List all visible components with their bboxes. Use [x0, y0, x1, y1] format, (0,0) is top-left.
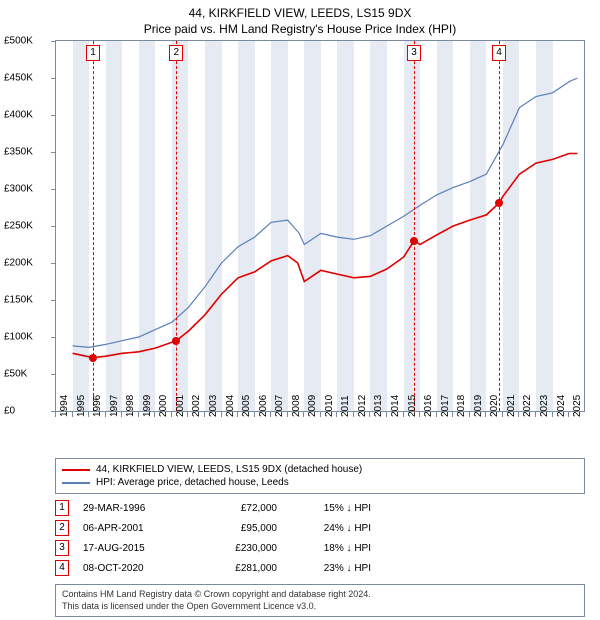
x-tick-label: 2001 — [175, 395, 186, 417]
legend-swatch — [62, 469, 90, 471]
x-tick-label: 2004 — [225, 395, 236, 417]
event-price: £230,000 — [197, 543, 277, 554]
chart-title-line1: 44, KIRKFIELD VIEW, LEEDS, LS15 9DX — [0, 0, 600, 20]
event-number: 4 — [55, 560, 69, 576]
x-tick-label: 2022 — [522, 395, 533, 417]
x-tick-label: 2023 — [539, 395, 550, 417]
event-row: 3 17-AUG-2015 £230,000 18% ↓ HPI — [55, 538, 585, 558]
event-row: 2 06-APR-2001 £95,000 24% ↓ HPI — [55, 518, 585, 538]
event-row: 4 08-OCT-2020 £281,000 23% ↓ HPI — [55, 558, 585, 578]
legend-row: 44, KIRKFIELD VIEW, LEEDS, LS15 9DX (det… — [62, 463, 578, 476]
event-vline — [176, 41, 177, 411]
legend: 44, KIRKFIELD VIEW, LEEDS, LS15 9DX (det… — [55, 458, 585, 494]
event-price: £281,000 — [197, 563, 277, 574]
legend-label: 44, KIRKFIELD VIEW, LEEDS, LS15 9DX (det… — [96, 464, 362, 475]
x-tick-label: 2012 — [357, 395, 368, 417]
y-tick-label: £100K — [4, 332, 33, 343]
x-tick-label: 2018 — [456, 395, 467, 417]
x-tick-label: 1999 — [142, 395, 153, 417]
legend-row: HPI: Average price, detached house, Leed… — [62, 476, 578, 489]
event-row: 1 29-MAR-1996 £72,000 15% ↓ HPI — [55, 498, 585, 518]
x-tick-label: 2003 — [208, 395, 219, 417]
footer-line: Contains HM Land Registry data © Crown c… — [62, 589, 578, 601]
y-tick-label: £500K — [4, 36, 33, 47]
event-point — [172, 337, 180, 345]
x-tick-label: 2006 — [258, 395, 269, 417]
event-marker: 4 — [492, 45, 506, 61]
y-tick-label: £150K — [4, 295, 33, 306]
event-date: 29-MAR-1996 — [83, 503, 183, 514]
x-tick-label: 2000 — [158, 395, 169, 417]
x-tick-label: 1997 — [109, 395, 120, 417]
x-tick-label: 2025 — [572, 395, 583, 417]
x-tick-label: 2021 — [506, 395, 517, 417]
x-tick-label: 1998 — [125, 395, 136, 417]
series-hpi — [73, 78, 578, 347]
x-tick-label: 1996 — [92, 395, 103, 417]
event-point — [89, 354, 97, 362]
y-tick-label: £350K — [4, 147, 33, 158]
event-marker: 2 — [169, 45, 183, 61]
series-property — [73, 154, 578, 358]
y-tick-label: £200K — [4, 258, 33, 269]
x-tick-label: 2010 — [324, 395, 335, 417]
x-tick-label: 2013 — [373, 395, 384, 417]
event-delta: 18% ↓ HPI — [291, 543, 371, 554]
event-date: 17-AUG-2015 — [83, 543, 183, 554]
x-tick-label: 2019 — [473, 395, 484, 417]
chart-lines — [56, 41, 584, 411]
event-table: 1 29-MAR-1996 £72,000 15% ↓ HPI 2 06-APR-2001… — [55, 498, 585, 578]
event-number: 3 — [55, 540, 69, 556]
x-tick-label: 1994 — [59, 395, 70, 417]
x-tick-label: 2011 — [340, 395, 351, 417]
x-tick-label: 2015 — [407, 395, 418, 417]
x-tick-label: 2024 — [556, 395, 567, 417]
legend-label: HPI: Average price, detached house, Leed… — [96, 477, 289, 488]
event-number: 1 — [55, 500, 69, 516]
event-price: £72,000 — [197, 503, 277, 514]
x-tick-label: 2017 — [440, 395, 451, 417]
event-delta: 15% ↓ HPI — [291, 503, 371, 514]
x-tick-label: 2002 — [191, 395, 202, 417]
y-tick-label: £250K — [4, 221, 33, 232]
x-tick-label: 2008 — [291, 395, 302, 417]
event-date: 06-APR-2001 — [83, 523, 183, 534]
event-number: 2 — [55, 520, 69, 536]
event-delta: 23% ↓ HPI — [291, 563, 371, 574]
event-price: £95,000 — [197, 523, 277, 534]
y-tick-label: £450K — [4, 73, 33, 84]
chart-title-line2: Price paid vs. HM Land Registry's House … — [0, 20, 600, 40]
footer-line: This data is licensed under the Open Gov… — [62, 601, 578, 613]
x-axis: 1994199519961997199819992000200120022003… — [55, 412, 585, 452]
y-tick-label: £0 — [4, 406, 15, 417]
event-point — [410, 237, 418, 245]
event-point — [495, 199, 503, 207]
footer: Contains HM Land Registry data © Crown c… — [55, 584, 585, 617]
x-tick-label: 2005 — [241, 395, 252, 417]
y-tick-label: £300K — [4, 184, 33, 195]
x-tick-label: 2016 — [423, 395, 434, 417]
plot-area: £0£50K£100K£150K£200K£250K£300K£350K£400… — [55, 40, 585, 412]
event-delta: 24% ↓ HPI — [291, 523, 371, 534]
x-tick-label: 1995 — [76, 395, 87, 417]
x-tick-label: 2020 — [489, 395, 500, 417]
x-tick-label: 2007 — [274, 395, 285, 417]
event-vline — [499, 41, 500, 411]
y-tick-label: £400K — [4, 110, 33, 121]
x-tick-label: 2014 — [390, 395, 401, 417]
event-vline — [414, 41, 415, 411]
event-marker: 3 — [407, 45, 421, 61]
x-tick-label: 2009 — [307, 395, 318, 417]
legend-swatch — [62, 482, 90, 484]
y-tick-label: £50K — [4, 369, 27, 380]
event-marker: 1 — [86, 45, 100, 61]
event-date: 08-OCT-2020 — [83, 563, 183, 574]
